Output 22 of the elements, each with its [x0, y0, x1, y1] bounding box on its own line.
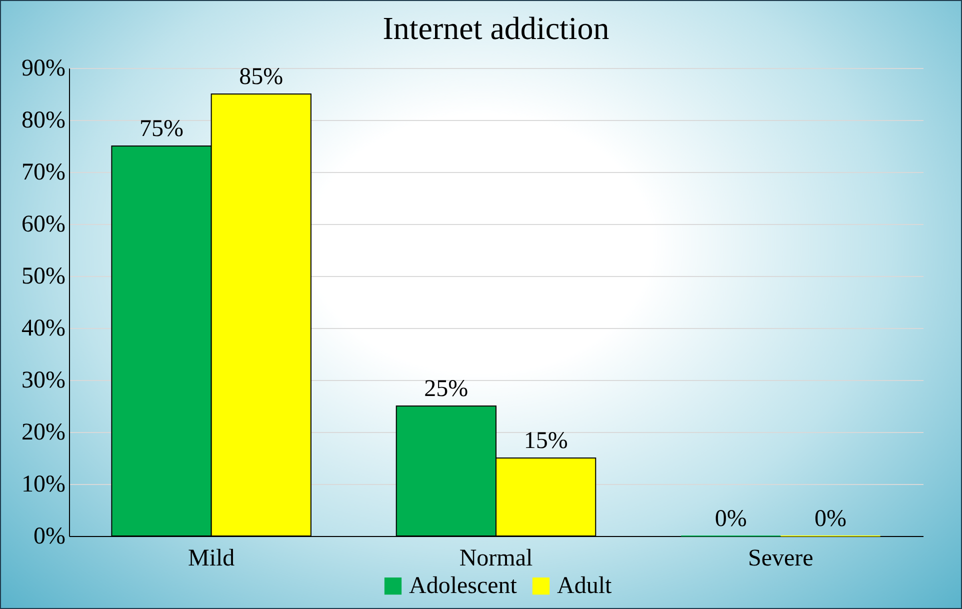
y-tick-label: 90% [22, 56, 66, 82]
y-tick-label: 60% [22, 212, 66, 238]
data-label: 0% [714, 506, 747, 532]
y-tick-label: 30% [22, 368, 66, 394]
legend-label: Adult [557, 573, 612, 599]
legend-label: Adolescent [409, 573, 518, 599]
y-tick-label: 0% [34, 524, 66, 550]
chart-title: Internet addiction [382, 10, 610, 46]
y-tick-label: 50% [22, 264, 66, 290]
x-tick-label: Normal [459, 546, 533, 572]
y-tick-label: 80% [22, 108, 66, 134]
data-label: 75% [140, 116, 184, 142]
data-label: 0% [814, 506, 846, 532]
data-label: 15% [524, 428, 568, 454]
x-tick-label: Mild [188, 546, 235, 572]
x-tick-label: Severe [748, 546, 814, 572]
y-tick-label: 70% [22, 160, 66, 186]
data-label: 85% [239, 64, 284, 90]
y-tick-label: 40% [22, 316, 66, 342]
y-tick-label: 10% [22, 472, 66, 498]
y-tick-label: 20% [22, 420, 66, 446]
data-label: 25% [424, 376, 468, 402]
